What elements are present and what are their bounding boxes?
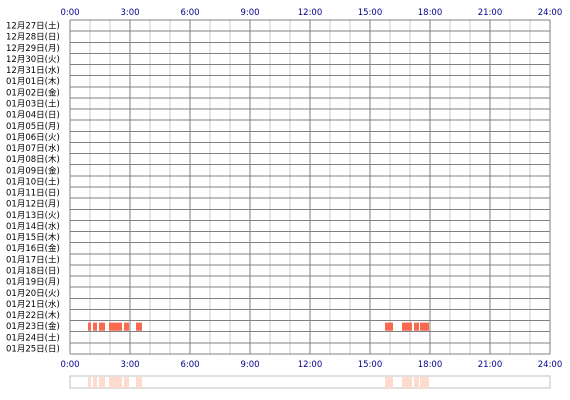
summary-bar: [69, 375, 551, 389]
x-tick-label-bottom: 15:00: [358, 360, 383, 370]
event-layer: [88, 322, 429, 331]
summary-event-mark: [385, 377, 393, 388]
x-tick-label-top: 3:00: [120, 8, 139, 18]
row-label: 01月13日(火): [6, 211, 60, 221]
row-label: 12月28日(日): [6, 33, 60, 43]
row-label: 01月24日(土): [6, 332, 60, 343]
row-label: 01月06日(火): [6, 133, 60, 143]
summary-event-mark: [124, 377, 129, 388]
event-bar: [99, 322, 105, 331]
row-label: 01月05日(月): [6, 122, 60, 132]
row-label: 01月23日(金): [6, 321, 60, 332]
grid-layer: [69, 19, 551, 355]
row-label: 01月01日(木): [6, 76, 60, 87]
summary-event-mark: [402, 377, 412, 388]
x-tick-label-bottom: 24:00: [538, 360, 563, 370]
event-bar: [93, 322, 97, 331]
x-tick-label-bottom: 0:00: [60, 360, 79, 370]
row-label: 01月03日(土): [6, 99, 60, 110]
event-bar: [385, 322, 393, 331]
summary-event-mark: [88, 377, 91, 388]
x-tick-label-top: 12:00: [298, 8, 323, 18]
row-label: 01月09日(金): [6, 165, 60, 176]
summary-event-mark: [109, 377, 122, 388]
x-tick-label-top: 9:00: [240, 8, 259, 18]
bottom-tick-labels: 0:00 3:00 6:00 9:00 12:00 15:00 18:00 21:00 24:0…: [60, 360, 562, 370]
x-tick-label-top: 18:00: [418, 8, 443, 18]
x-tick-label-bottom: 18:00: [418, 360, 443, 370]
summary-event-mark: [136, 377, 142, 388]
x-tick-label-bottom: 9:00: [240, 360, 259, 370]
row-label: 01月10日(土): [6, 176, 60, 187]
row-label: 12月31日(水): [6, 65, 60, 76]
x-tick-label-bottom: 6:00: [180, 360, 199, 370]
event-bar: [414, 322, 419, 331]
x-tick-label-top: 6:00: [180, 8, 199, 18]
row-label: 01月18日(日): [6, 267, 60, 277]
row-label: 01月16日(金): [6, 243, 60, 254]
row-label: 01月07日(水): [6, 143, 60, 154]
event-bar: [88, 322, 91, 331]
row-label: 12月29日(月): [6, 44, 60, 54]
x-tick-label-top: 0:00: [60, 8, 79, 18]
x-tick-label-top: 24:00: [538, 8, 563, 18]
row-label: 01月21日(水): [6, 299, 60, 310]
row-label: 01月11日(日): [6, 189, 60, 199]
x-tick-label-bottom: 12:00: [298, 360, 323, 370]
row-label: 01月14日(水): [6, 221, 60, 232]
x-tick-label-bottom: 21:00: [478, 360, 503, 370]
row-label: 01月12日(月): [6, 200, 60, 210]
event-bar: [136, 322, 142, 331]
summary-event-mark: [414, 377, 419, 388]
event-bar: [124, 322, 129, 331]
row-label: 12月30日(火): [6, 55, 60, 65]
event-bar: [420, 322, 429, 331]
row-label: 01月22日(木): [6, 310, 60, 321]
event-bar: [109, 322, 122, 331]
event-bar: [402, 322, 412, 331]
row-label: 01月17日(土): [6, 254, 60, 265]
x-tick-label-top: 21:00: [478, 8, 503, 18]
summary-event-mark: [93, 377, 97, 388]
row-label: 01月20日(火): [6, 289, 60, 299]
row-labels: 12月27日(土)12月28日(日)12月29日(月)12月30日(火)12月3…: [6, 21, 60, 355]
x-tick-label-bottom: 3:00: [120, 360, 139, 370]
row-label: 01月19日(月): [6, 278, 60, 288]
summary-frame: [69, 375, 551, 389]
top-tick-labels: 0:00 3:00 6:00 9:00 12:00 15:00 18:00 21:00 24:0…: [60, 8, 562, 18]
row-label: 01月25日(日): [6, 344, 60, 354]
row-label: 01月02日(金): [6, 87, 60, 98]
summary-event-mark: [420, 377, 429, 388]
x-tick-label-top: 15:00: [358, 8, 383, 18]
row-label: 01月15日(木): [6, 232, 60, 243]
row-label: 01月08日(木): [6, 154, 60, 165]
row-label: 12月27日(土): [6, 21, 60, 32]
summary-event-mark: [99, 377, 105, 388]
row-label: 01月04日(日): [6, 111, 60, 121]
